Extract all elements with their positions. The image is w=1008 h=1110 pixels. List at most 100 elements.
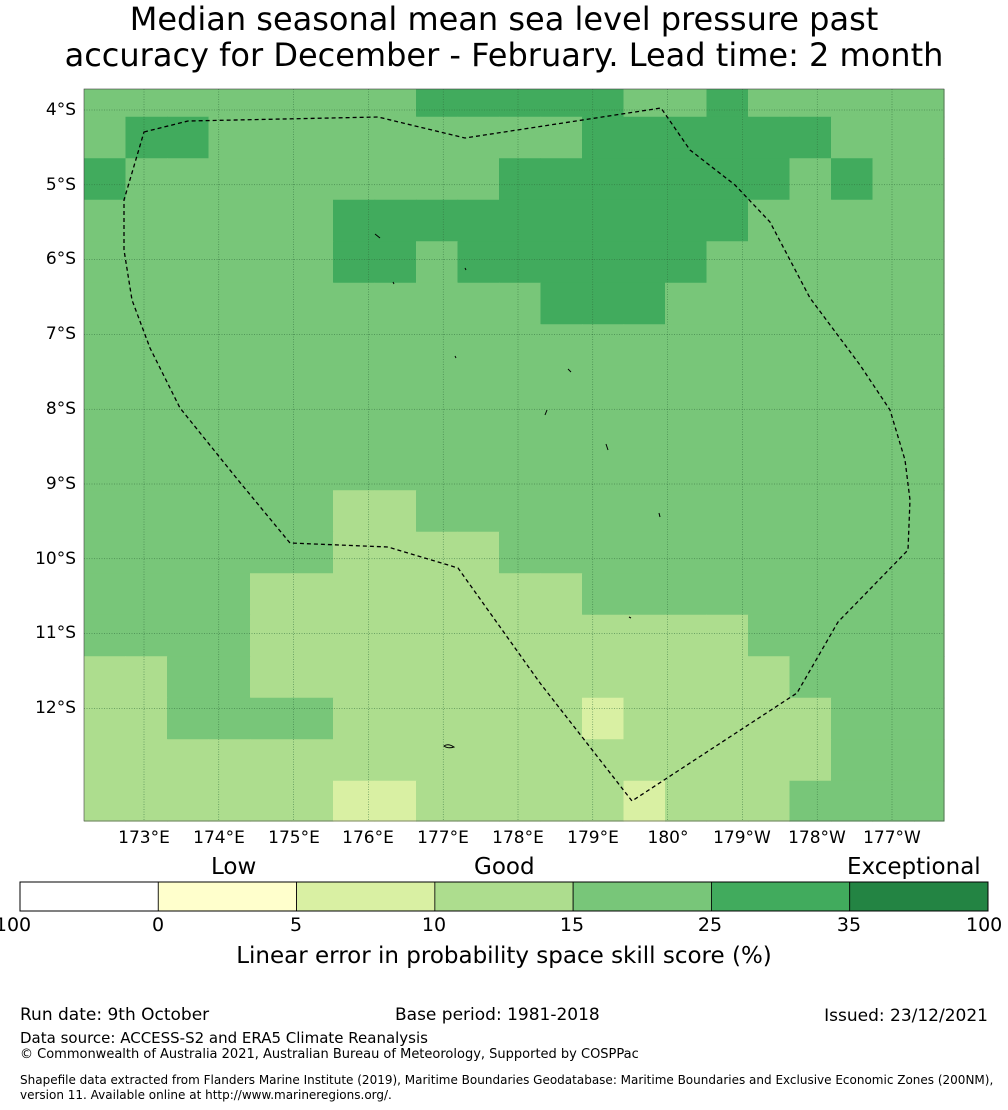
grid-cell	[333, 365, 376, 408]
grid-cell	[789, 365, 832, 408]
grid-cell	[499, 89, 542, 118]
grid-cell	[582, 116, 625, 159]
grid-cell	[706, 780, 749, 822]
grid-cell	[291, 282, 334, 325]
grid-cell	[84, 614, 127, 657]
grid-cell	[789, 158, 832, 201]
grid-cell	[499, 780, 542, 822]
grid-cell	[789, 199, 832, 242]
grid-cell	[333, 531, 376, 574]
grid-cell	[914, 116, 945, 159]
lon-label: 178°E	[492, 828, 544, 848]
grid-cell	[208, 116, 251, 159]
grid-cell	[125, 531, 168, 574]
grid-cell	[374, 739, 417, 782]
grid-cell	[208, 531, 251, 574]
grid-cell	[831, 614, 874, 657]
grid-cell	[872, 365, 915, 408]
grid-cell	[582, 739, 625, 782]
grid-cell	[623, 531, 666, 574]
grid-cell	[457, 573, 500, 616]
grid-cell	[250, 573, 293, 616]
grid-cell	[540, 448, 583, 491]
grid-cell	[333, 158, 376, 201]
grid-cell	[167, 199, 210, 242]
grid-cell	[416, 407, 459, 450]
grid-cell	[499, 739, 542, 782]
grid-cell	[872, 697, 915, 740]
grid-cell	[333, 573, 376, 616]
grid-cell	[914, 448, 945, 491]
grid-cell	[706, 697, 749, 740]
grid-cell	[84, 158, 127, 201]
grid-cell	[208, 89, 251, 118]
grid-cell	[831, 324, 874, 367]
grid-cell	[84, 739, 127, 782]
grid-cell	[291, 614, 334, 657]
grid-cell	[872, 158, 915, 201]
grid-cell	[374, 282, 417, 325]
grid-cell	[167, 697, 210, 740]
grid-cell	[167, 656, 210, 699]
chart-title-line-2: accuracy for December - February. Lead t…	[64, 36, 944, 74]
grid-cell	[333, 116, 376, 159]
grid-cell	[374, 365, 417, 408]
grid-cell	[914, 199, 945, 242]
grid-cell	[499, 407, 542, 450]
island	[443, 744, 456, 749]
grid-cell	[125, 614, 168, 657]
grid-cell	[540, 739, 583, 782]
grid-cell	[665, 656, 708, 699]
grid-cell	[416, 116, 459, 159]
grid-cell	[789, 697, 832, 740]
grid-cell	[457, 490, 500, 533]
grid-cell	[499, 656, 542, 699]
grid-cell	[914, 780, 945, 822]
grid-cell	[706, 573, 749, 616]
grid-cell	[125, 573, 168, 616]
grid-cell	[914, 324, 945, 367]
grid-cell	[623, 697, 666, 740]
grid-cell	[831, 241, 874, 284]
grid-cell	[748, 241, 791, 284]
grid-cell	[623, 199, 666, 242]
grid-cell	[416, 365, 459, 408]
grid-cell	[84, 282, 127, 325]
grid-cell	[125, 697, 168, 740]
grid-cell	[872, 490, 915, 533]
grid-cell	[374, 656, 417, 699]
grid-cell	[665, 448, 708, 491]
grid-cell	[167, 739, 210, 782]
grid-cell	[208, 614, 251, 657]
grid-cell	[789, 324, 832, 367]
grid-cell	[582, 324, 625, 367]
grid-cell	[665, 780, 708, 822]
colorbar	[19, 881, 989, 912]
grid-cell	[291, 739, 334, 782]
grid-cell	[167, 241, 210, 284]
grid-cell	[250, 656, 293, 699]
grid-cell	[789, 116, 832, 159]
grid-cell	[706, 614, 749, 657]
grid-cell	[665, 407, 708, 450]
grid-cell	[499, 365, 542, 408]
island	[658, 512, 661, 518]
grid-cell	[706, 282, 749, 325]
grid-cell	[665, 89, 708, 118]
map-frame	[83, 88, 945, 822]
grid-cell	[748, 490, 791, 533]
grid-cell	[250, 531, 293, 574]
grid-cell	[374, 158, 417, 201]
grid-cell	[374, 614, 417, 657]
grid-cell	[831, 656, 874, 699]
grid-cell	[416, 448, 459, 491]
grid-cell	[291, 531, 334, 574]
grid-cell	[706, 199, 749, 242]
grid-cell	[125, 241, 168, 284]
grid-cell	[540, 656, 583, 699]
colorbar-label: Linear error in probability space skill …	[236, 943, 772, 969]
grid-cell	[789, 739, 832, 782]
colorbar-segment	[296, 881, 436, 912]
grid-cell	[582, 365, 625, 408]
